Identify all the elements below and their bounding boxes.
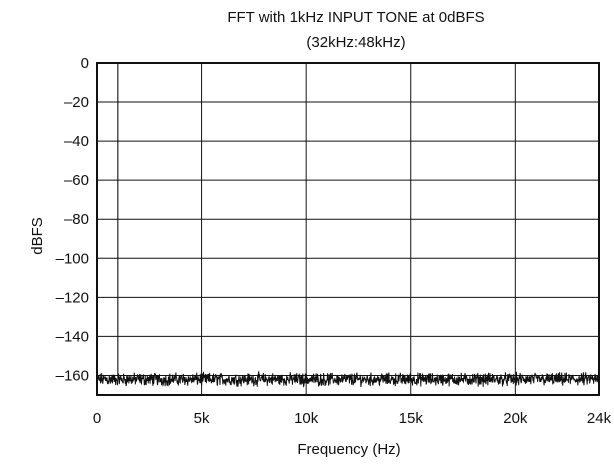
x-tick-label: 24k bbox=[587, 410, 612, 427]
x-tick-label: 15k bbox=[399, 410, 424, 427]
grid-lines bbox=[97, 63, 599, 395]
y-tick-label: 0 bbox=[81, 55, 89, 72]
chart-subtitle: (32kHz:48kHz) bbox=[306, 34, 405, 51]
y-tick-label: –120 bbox=[56, 289, 89, 306]
x-tick-labels: 0 5k 10k 15k 20k 24k bbox=[93, 410, 612, 427]
plot-frame bbox=[96, 62, 600, 396]
y-tick-label: –80 bbox=[64, 211, 89, 228]
series-fft bbox=[96, 62, 600, 388]
y-axis-label: dBFS bbox=[29, 217, 46, 255]
fft-trace-line bbox=[96, 62, 600, 388]
x-axis-label: Frequency (Hz) bbox=[297, 441, 400, 458]
x-tick-label: 5k bbox=[194, 410, 210, 427]
x-tick-label: 0 bbox=[93, 410, 101, 427]
y-tick-label: –140 bbox=[56, 328, 89, 345]
y-tick-label: –60 bbox=[64, 172, 89, 189]
x-tick-label: 10k bbox=[294, 410, 319, 427]
y-tick-label: –40 bbox=[64, 133, 89, 150]
y-tick-label: –100 bbox=[56, 250, 89, 267]
y-tick-labels: 0 –20 –40 –60 –80 –100 –120 –140 –160 bbox=[56, 55, 89, 384]
chart-title: FFT with 1kHz INPUT TONE at 0dBFS bbox=[227, 9, 484, 26]
y-tick-label: –160 bbox=[56, 367, 89, 384]
y-tick-label: –20 bbox=[64, 94, 89, 111]
x-tick-label: 20k bbox=[503, 410, 528, 427]
